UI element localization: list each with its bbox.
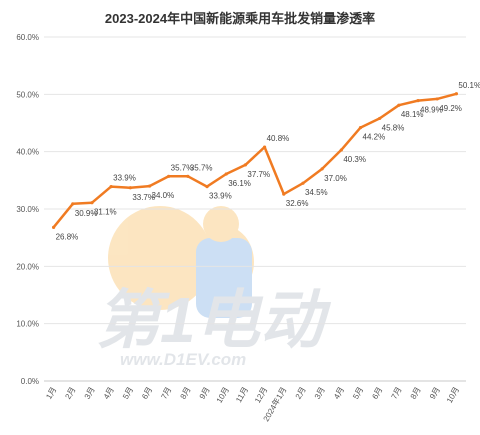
- x-tick-label: 7月: [159, 386, 173, 401]
- grid: [44, 36, 466, 382]
- data-point: [416, 99, 420, 103]
- data-label: 48.1%: [401, 110, 424, 119]
- data-label: 35.7%: [190, 163, 213, 172]
- data-point: [186, 174, 190, 178]
- data-point: [262, 145, 267, 149]
- y-tick-label: 60.0%: [16, 33, 39, 42]
- x-tick-label: 5月: [351, 386, 365, 401]
- data-label: 34.5%: [305, 188, 328, 197]
- x-tick-label: 2月: [63, 386, 77, 401]
- y-tick-label: 20.0%: [16, 262, 39, 271]
- x-tick-label: 3月: [83, 386, 97, 401]
- y-tick-label: 50.0%: [16, 90, 39, 99]
- data-label: 32.6%: [286, 199, 309, 208]
- x-tick-label: 8月: [409, 386, 423, 401]
- data-point: [128, 186, 132, 190]
- data-point: [301, 181, 305, 185]
- x-tick-label: 10月: [445, 386, 461, 405]
- data-point: [378, 116, 382, 121]
- data-label: 37.0%: [324, 174, 347, 183]
- x-tick-label: 9月: [198, 386, 212, 401]
- y-tick-label: 10.0%: [16, 320, 39, 329]
- data-point: [397, 103, 401, 107]
- data-point: [282, 192, 286, 196]
- data-point: [339, 148, 343, 152]
- x-tick-label: 6月: [140, 386, 154, 401]
- x-tick-label: 2月: [294, 386, 308, 401]
- data-label: 33.7%: [132, 193, 155, 202]
- x-tick-label: 12月: [253, 386, 269, 405]
- data-label: 33.9%: [209, 192, 232, 201]
- data-point: [71, 202, 75, 206]
- x-tick-label: 9月: [428, 386, 442, 401]
- watermark-brand: 第1电动: [96, 284, 332, 356]
- data-point: [90, 201, 94, 205]
- data-label: 48.9%: [420, 106, 443, 115]
- y-axis: 0.0% 10.0% 20.0% 30.0% 40.0% 50.0% 60.0%: [16, 33, 39, 386]
- x-tick-label: 11月: [234, 386, 250, 405]
- data-label: 34.0%: [152, 191, 175, 200]
- data-label: 35.7%: [171, 163, 194, 172]
- data-label: 40.3%: [343, 155, 366, 164]
- series: [51, 92, 459, 229]
- y-tick-label: 0.0%: [21, 377, 39, 386]
- data-label: 33.9%: [113, 174, 136, 183]
- data-point: [243, 163, 248, 167]
- data-label: 50.1%: [458, 81, 480, 90]
- x-tick-label: 8月: [179, 386, 193, 401]
- data-point: [320, 167, 324, 171]
- data-point: [167, 174, 171, 178]
- series-line: [52, 92, 458, 229]
- x-tick-label: 7月: [390, 386, 404, 401]
- data-point: [224, 172, 228, 176]
- data-label: 40.8%: [267, 134, 290, 143]
- x-tick-label: 10月: [215, 386, 231, 405]
- y-tick-label: 30.0%: [16, 205, 39, 214]
- x-tick-label: 5月: [121, 386, 135, 401]
- x-tick-label: 3月: [313, 386, 327, 401]
- data-label: 26.8%: [56, 232, 79, 241]
- x-tick-label: 4月: [102, 386, 116, 401]
- data-point: [454, 92, 459, 96]
- data-point: [147, 184, 152, 188]
- data-label: 36.1%: [228, 179, 251, 188]
- watermark: 第1电动 www.D1EV.com: [96, 206, 332, 369]
- watermark-url: www.D1EV.com: [120, 350, 246, 369]
- data-point: [51, 225, 56, 229]
- y-tick-label: 40.0%: [16, 148, 39, 157]
- x-tick-label: 6月: [370, 386, 384, 401]
- data-label: 31.1%: [94, 208, 117, 217]
- x-tick-label: 4月: [332, 386, 346, 401]
- data-labels: 26.8% 30.9%31.1% 33.9% 33.7%34.0% 35.7%35.7%…: [56, 81, 480, 242]
- x-tick-label: 1月: [44, 386, 58, 401]
- data-point: [205, 185, 209, 189]
- data-label: 49.2%: [439, 104, 462, 113]
- data-label: 45.8%: [382, 123, 405, 132]
- data-point: [435, 97, 439, 101]
- data-label: 44.2%: [363, 133, 386, 142]
- data-point: [358, 125, 363, 130]
- data-label: 37.7%: [247, 170, 270, 179]
- data-label: 30.9%: [75, 209, 98, 218]
- chart-title: 2023-2024年中国新能源乘用车批发销量渗透率: [105, 11, 375, 26]
- data-point: [109, 185, 113, 189]
